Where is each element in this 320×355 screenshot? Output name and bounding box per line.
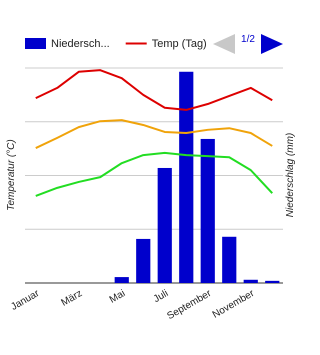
chart: 1/2 Temperatur (°C) Niederschlag (mm) Ja… bbox=[6, 34, 296, 322]
bar bbox=[222, 236, 237, 283]
pager-label: 1/2 bbox=[241, 34, 255, 45]
x-tick-label: Mai bbox=[108, 288, 127, 306]
line bbox=[35, 69, 273, 111]
y2-axis-title: Niederschlag (mm) bbox=[285, 133, 296, 217]
bar bbox=[243, 279, 258, 283]
bar bbox=[179, 71, 194, 283]
x-tick-label: Juli bbox=[152, 288, 171, 305]
bar bbox=[265, 280, 280, 283]
pager-next[interactable] bbox=[261, 34, 283, 54]
x-tick-label: Januar bbox=[9, 288, 42, 313]
line bbox=[35, 119, 273, 149]
pager-prev[interactable] bbox=[213, 34, 235, 54]
bar bbox=[157, 167, 172, 283]
x-tick-label: September bbox=[165, 288, 213, 322]
legend-label: Niedersch... bbox=[51, 38, 110, 50]
x-tick-label: November bbox=[211, 288, 257, 321]
legend-label: Temp (Tag) bbox=[152, 38, 207, 50]
x-tick-label: März bbox=[59, 288, 84, 309]
legend-swatch bbox=[25, 38, 46, 49]
y-axis-title: Temperatur (°C) bbox=[6, 139, 17, 210]
bar bbox=[136, 238, 151, 283]
line bbox=[35, 151, 273, 197]
bar bbox=[114, 277, 129, 283]
bar bbox=[200, 138, 215, 283]
